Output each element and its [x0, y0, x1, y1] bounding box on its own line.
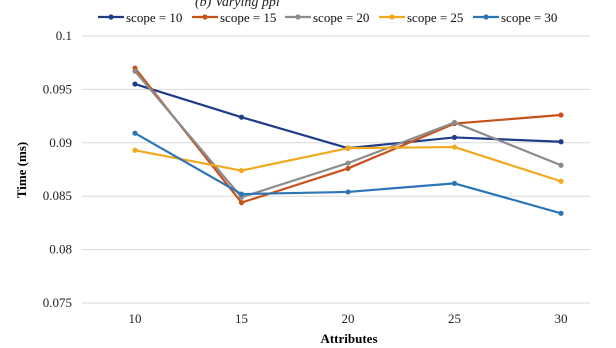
series-5 [132, 130, 564, 216]
data-point [451, 134, 458, 141]
data-point [238, 200, 245, 206]
legend-swatch-marker [389, 14, 395, 20]
legend-swatch-marker [202, 14, 208, 20]
data-point [345, 189, 351, 195]
data-point [345, 160, 351, 166]
y-axis-title: Time (ms) [14, 142, 29, 198]
legend-item: scope = 15 [192, 10, 276, 25]
legend-item: scope = 25 [379, 10, 463, 25]
legend-label: scope = 30 [501, 10, 557, 25]
data-point [345, 145, 351, 151]
y-tick-label: 0.08 [49, 242, 72, 257]
data-point [451, 180, 458, 186]
series-line [134, 67, 562, 204]
data-point [558, 139, 564, 145]
data-point [558, 210, 564, 216]
y-axis: 0.075 0.08 0.085 0.09 0.095 0.1 [43, 28, 72, 310]
x-axis-title: Attributes [320, 331, 377, 346]
x-tick-label: 20 [342, 311, 355, 326]
data-point [451, 119, 458, 126]
series-line [134, 70, 562, 199]
data-point [132, 81, 138, 87]
x-tick-label: 25 [448, 311, 461, 326]
legend-swatch-marker [483, 14, 489, 20]
legend-item: scope = 20 [285, 10, 369, 25]
legend-swatch-marker [295, 14, 301, 20]
x-tick-label: 10 [129, 311, 142, 326]
legend-item: scope = 30 [473, 10, 557, 25]
data-point [558, 112, 564, 118]
data-point [558, 162, 564, 168]
data-point [132, 147, 138, 153]
y-tick-label: 0.085 [43, 188, 72, 203]
data-point [558, 178, 564, 184]
data-point [451, 144, 458, 150]
series-2 [132, 65, 564, 206]
legend-label: scope = 25 [407, 10, 463, 25]
chart-legend: scope = 10 scope = 15 scope = 20 scope = 25… [98, 10, 557, 25]
data-point [238, 191, 245, 197]
series-4 [132, 144, 564, 184]
y-tick-label: 0.1 [56, 28, 72, 43]
chart-title-text: (b) Varying ppl [195, 0, 280, 10]
data-point [345, 165, 351, 172]
data-point [238, 167, 245, 174]
x-tick-label: 15 [235, 311, 248, 326]
gridlines [82, 35, 590, 304]
x-tick-label: 30 [555, 311, 568, 326]
legend-swatch-marker [108, 14, 114, 20]
y-tick-label: 0.09 [49, 135, 72, 150]
data-point [132, 130, 138, 136]
legend-label: scope = 10 [126, 10, 182, 25]
y-tick-label: 0.095 [43, 81, 72, 96]
series-3 [132, 68, 564, 200]
legend-label: scope = 20 [313, 10, 369, 25]
data-point [132, 68, 138, 74]
y-tick-label: 0.075 [43, 295, 72, 310]
legend-label: scope = 15 [220, 10, 276, 25]
chart-title-fragment: (b) Varying ppl [195, 0, 280, 10]
legend-item: scope = 10 [98, 10, 182, 25]
series-group [132, 65, 564, 216]
data-point [238, 114, 245, 120]
x-axis: 10 15 20 25 30 [129, 311, 568, 326]
